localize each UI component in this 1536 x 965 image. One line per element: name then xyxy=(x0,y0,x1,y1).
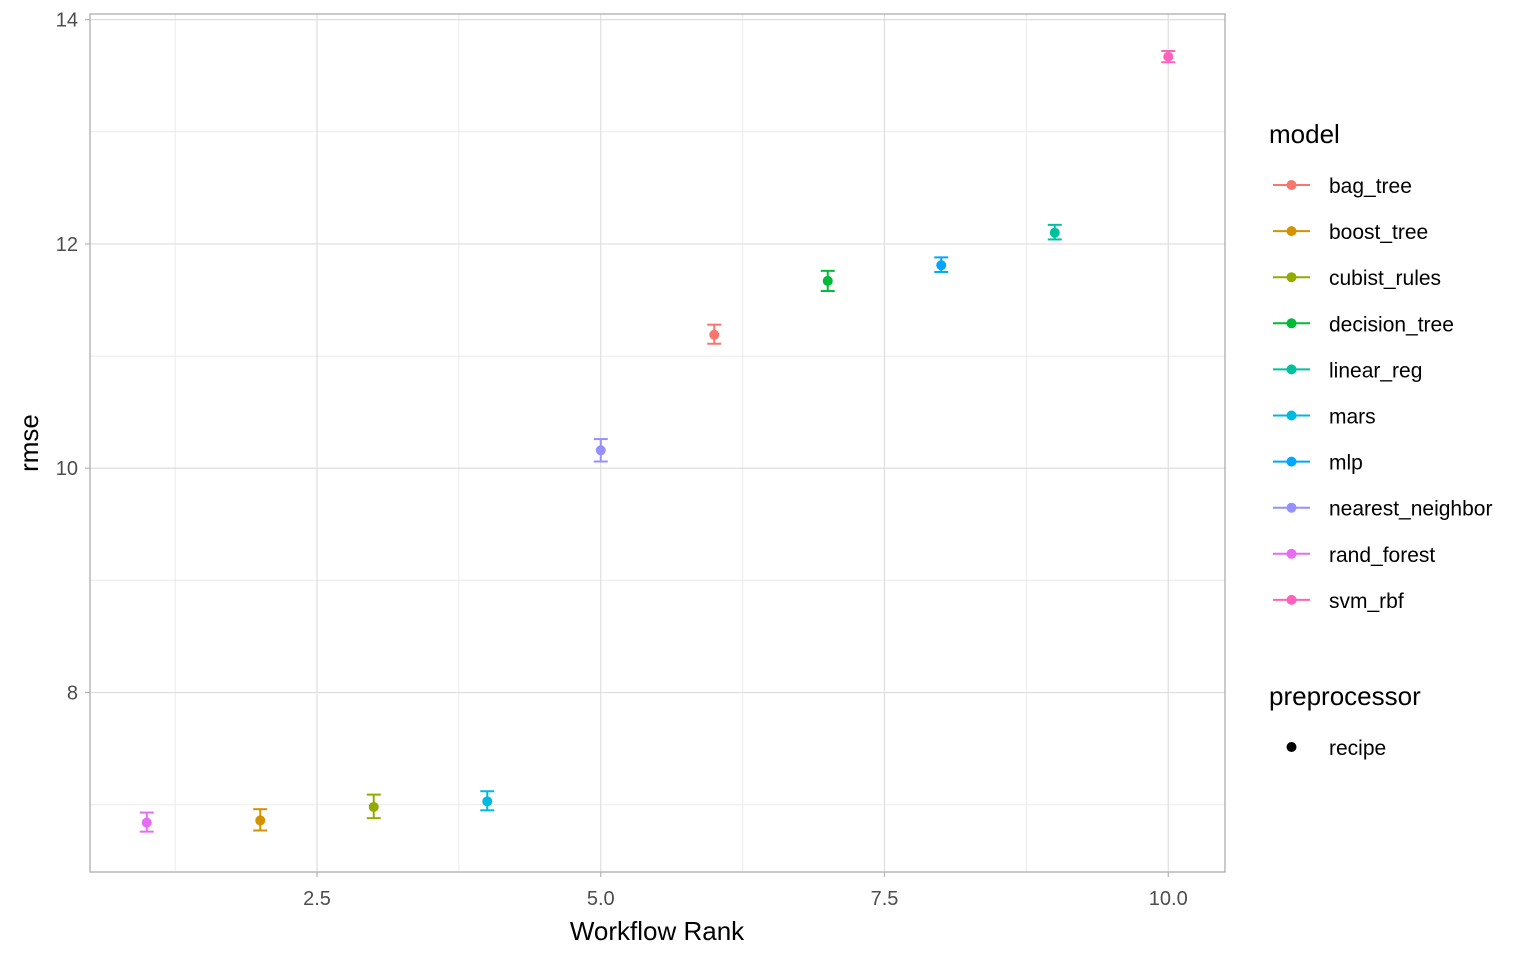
legend-item-cubist_rules: cubist_rules xyxy=(1273,267,1441,290)
legend-key-point xyxy=(1286,180,1297,190)
data-point-boost_tree xyxy=(253,808,268,832)
legend-key-point xyxy=(1286,502,1297,513)
legend-label: linear_reg xyxy=(1329,359,1422,382)
legend-label: mlp xyxy=(1329,452,1363,475)
y-tick-label: 8 xyxy=(67,683,78,705)
data-point xyxy=(368,801,379,812)
legend-title-preprocessor: preprocessor xyxy=(1269,681,1421,711)
plot-border xyxy=(89,13,1226,873)
data-point-linear_reg xyxy=(1047,223,1062,241)
grid-minor xyxy=(90,14,1225,872)
data-point-svm_rbf xyxy=(1161,50,1176,64)
legend-key-point xyxy=(1286,594,1297,605)
data-point xyxy=(1049,227,1060,238)
data-point xyxy=(822,275,833,286)
data-point xyxy=(255,815,266,826)
data-point xyxy=(482,796,493,807)
x-axis-title: Workflow Rank xyxy=(570,916,745,946)
grid-major xyxy=(90,14,1225,872)
legend-item-bag_tree: bag_tree xyxy=(1273,175,1412,198)
legend-key-point xyxy=(1286,226,1297,237)
legend-item-nearest_neighbor: nearest_neighbor xyxy=(1273,498,1492,521)
legend-label: mars xyxy=(1329,406,1376,429)
legend-key-point xyxy=(1286,742,1297,752)
y-axis-ticks: 8 10 12 14 xyxy=(56,10,90,705)
legend-label: bag_tree xyxy=(1329,175,1412,198)
data-point-mlp xyxy=(934,256,949,273)
legend-item-mars: mars xyxy=(1273,406,1376,429)
y-tick-label: 10 xyxy=(56,458,78,480)
data-point-mars xyxy=(480,790,495,812)
data-marks xyxy=(139,50,1176,833)
y-tick-label: 12 xyxy=(56,234,78,256)
data-point-bag_tree xyxy=(707,323,722,345)
legend-preprocessor-items: recipe xyxy=(1286,737,1386,760)
data-point-nearest_neighbor xyxy=(593,438,608,463)
data-point xyxy=(595,445,606,456)
data-point xyxy=(141,817,152,828)
legend-label: recipe xyxy=(1329,737,1386,760)
data-point xyxy=(709,329,720,340)
legend-label: decision_tree xyxy=(1329,313,1454,336)
legend-label: svm_rbf xyxy=(1329,590,1404,613)
legend-item-decision_tree: decision_tree xyxy=(1273,313,1454,336)
data-point xyxy=(1163,51,1174,62)
data-point-cubist_rules xyxy=(366,793,381,820)
x-axis-ticks: 2.5 5.0 7.5 10.0 xyxy=(303,872,1188,910)
legend-key-point xyxy=(1286,456,1297,467)
legend-title-model: model xyxy=(1269,119,1340,149)
data-point xyxy=(936,260,947,271)
legend-item-recipe: recipe xyxy=(1286,737,1386,760)
legend-label: nearest_neighbor xyxy=(1329,498,1492,521)
x-tick-label: 2.5 xyxy=(303,888,331,910)
legend-key-point xyxy=(1286,364,1297,375)
data-point-rand_forest xyxy=(139,811,154,833)
data-point-decision_tree xyxy=(820,269,835,293)
legend-key-point xyxy=(1286,410,1297,421)
legend-item-svm_rbf: svm_rbf xyxy=(1273,590,1404,613)
legend-label: rand_forest xyxy=(1329,544,1435,567)
legend: model bag_tree boost_tree cubist_rulesdeci… xyxy=(1269,119,1492,760)
x-tick-label: 10.0 xyxy=(1149,888,1188,910)
plot-panel xyxy=(90,14,1225,872)
x-tick-label: 5.0 xyxy=(587,888,615,910)
legend-key-point xyxy=(1286,548,1297,559)
legend-key-point xyxy=(1286,318,1297,329)
legend-item-linear_reg: linear_reg xyxy=(1273,359,1422,382)
legend-item-boost_tree: boost_tree xyxy=(1273,221,1428,244)
y-axis-title: rmse xyxy=(14,414,44,472)
legend-label: cubist_rules xyxy=(1329,267,1441,290)
legend-model-items: bag_tree boost_tree cubist_rules decision_t… xyxy=(1273,175,1492,613)
x-tick-label: 7.5 xyxy=(871,888,899,910)
legend-label: boost_tree xyxy=(1329,221,1428,244)
y-tick-label: 14 xyxy=(56,10,78,32)
legend-item-mlp: mlp xyxy=(1273,452,1363,475)
legend-item-rand_forest: rand_forest xyxy=(1273,544,1435,567)
legend-key-point xyxy=(1286,272,1297,283)
